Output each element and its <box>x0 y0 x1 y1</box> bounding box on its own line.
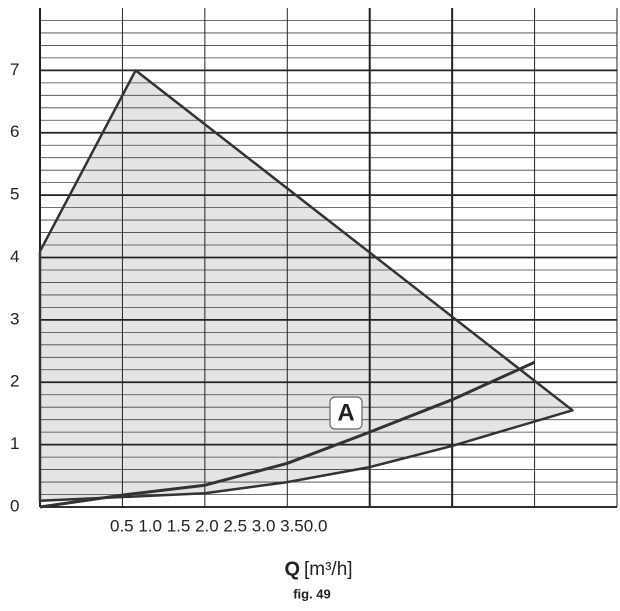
y-tick-label: 2 <box>10 372 19 391</box>
curve <box>39 360 536 509</box>
y-tick-label: 5 <box>10 185 19 204</box>
caption: fig. 49 <box>293 586 331 601</box>
y-tick-label: 7 <box>10 60 19 79</box>
y-tick-label: 3 <box>10 309 19 328</box>
curve-label-box <box>329 396 363 430</box>
y-tick-label: 6 <box>10 122 19 141</box>
x-label-symbol: Q <box>284 558 300 580</box>
y-tick-label: 4 <box>10 247 19 266</box>
x-tick-text: 0.5 1.0 1.5 2.0 2.5 3.0 3.50.0 <box>110 516 327 535</box>
y-tick-label: 1 <box>10 434 19 453</box>
x-label-unit: [m³/h] <box>304 559 353 580</box>
curve-label: A <box>337 399 354 426</box>
area <box>40 70 573 501</box>
y-tick-label: 0 <box>10 496 19 515</box>
